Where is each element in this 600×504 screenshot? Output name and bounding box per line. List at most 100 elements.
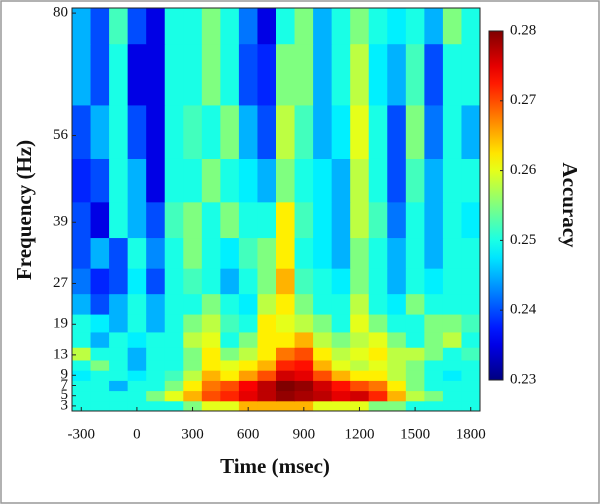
heatmap-cell [294,331,314,348]
heatmap-cell [72,347,92,361]
heatmap-cell [387,43,407,106]
heatmap-cell [424,8,444,45]
x-tick-label: 1800 [456,426,486,442]
heatmap-cell [127,158,147,203]
heatmap-cell [368,201,388,239]
heatmap-cell [331,43,351,106]
heatmap-cell [461,347,481,361]
heatmap-cell [461,370,481,381]
heatmap-cell [238,237,258,269]
colorbar-tick-label: 0.25 [510,232,536,248]
heatmap-cell [387,237,407,269]
heatmap-cell [238,400,258,412]
heatmap-cell [368,293,388,315]
heatmap-cell [146,268,166,295]
heatmap-cell [220,293,240,315]
heatmap-cell [350,43,370,106]
heatmap-cell [350,8,370,45]
x-tick-label: 1200 [344,426,374,442]
heatmap-cell [424,237,444,269]
heatmap-cell [201,400,221,412]
heatmap-cell [424,400,444,412]
heatmap-cell [238,158,258,203]
heatmap-cell [368,370,388,381]
heatmap-cell [72,104,92,159]
heatmap-cell [405,359,425,371]
heatmap-cell [109,359,129,371]
heatmap-cell [90,43,110,106]
heatmap-cell [183,390,203,402]
y-tick-label: 80 [53,5,68,21]
heatmap-cell [424,158,444,203]
heatmap-cell [201,359,221,371]
heatmap-cell [294,268,314,295]
heatmap-cell [90,359,110,371]
heatmap-cell [276,104,296,159]
heatmap-cell [90,268,110,295]
heatmap-cell [257,268,277,295]
heatmap-cell [368,237,388,269]
heatmap-cell [201,380,221,392]
heatmap-cell [109,293,129,315]
heatmap-cell [257,370,277,381]
heatmap-cell [442,201,462,239]
heatmap-cell [109,268,129,295]
heatmap-cell [109,380,129,392]
heatmap-cell [313,359,333,371]
heatmap-cell [405,390,425,402]
colorbar-tick-label: 0.27 [510,92,537,108]
heatmap-cell [461,293,481,315]
heatmap-cell [238,370,258,381]
heatmap-cell [442,237,462,269]
heatmap-cell [164,201,184,239]
heatmap-cell [220,158,240,203]
heatmap-cell [442,8,462,45]
heatmap-cell [127,390,147,402]
heatmap-cell [257,400,277,412]
heatmap-cell [424,347,444,361]
heatmap-cell [183,314,203,333]
heatmap-cell [294,158,314,203]
heatmap-cell [183,8,203,45]
heatmap-cell [201,347,221,361]
heatmap-cell [164,400,184,412]
heatmap-cell [368,43,388,106]
y-tick-label: 19 [53,316,68,332]
heatmap-cell [164,347,184,361]
heatmap-cell [220,380,240,392]
heatmap-cell [294,380,314,392]
heatmap-cell [387,201,407,239]
colorbar-label: Accuracy [558,162,582,248]
heatmap-cell [146,359,166,371]
heatmap-cell [72,8,92,45]
y-tick-label: 27 [53,275,69,291]
x-tick-label: 0 [133,426,141,442]
heatmap-cell [313,370,333,381]
heatmap-cell [405,400,425,412]
heatmap-cell [127,237,147,269]
heatmap-cell [127,8,147,45]
heatmap-cell [276,158,296,203]
heatmap-cell [109,390,129,402]
heatmap-cell [461,390,481,402]
heatmap-cell [276,390,296,402]
heatmap-cell [146,400,166,412]
heatmap-cell [127,359,147,371]
heatmap-cell [164,293,184,315]
heatmap-cell [109,370,129,381]
heatmap-cell [350,370,370,381]
heatmap-cell [387,8,407,45]
heatmap-cell [405,347,425,361]
heatmap-cell [368,380,388,392]
heatmap-cell [313,268,333,295]
heatmap-cell [387,104,407,159]
heatmap-cell [201,158,221,203]
heatmap-cell [201,43,221,106]
heatmap-cell [220,104,240,159]
heatmap-cell [424,331,444,348]
heatmap-cell [257,237,277,269]
heatmap-cell [72,268,92,295]
heatmap-cell [461,400,481,412]
heatmap-cell [350,359,370,371]
heatmap-cell [461,201,481,239]
